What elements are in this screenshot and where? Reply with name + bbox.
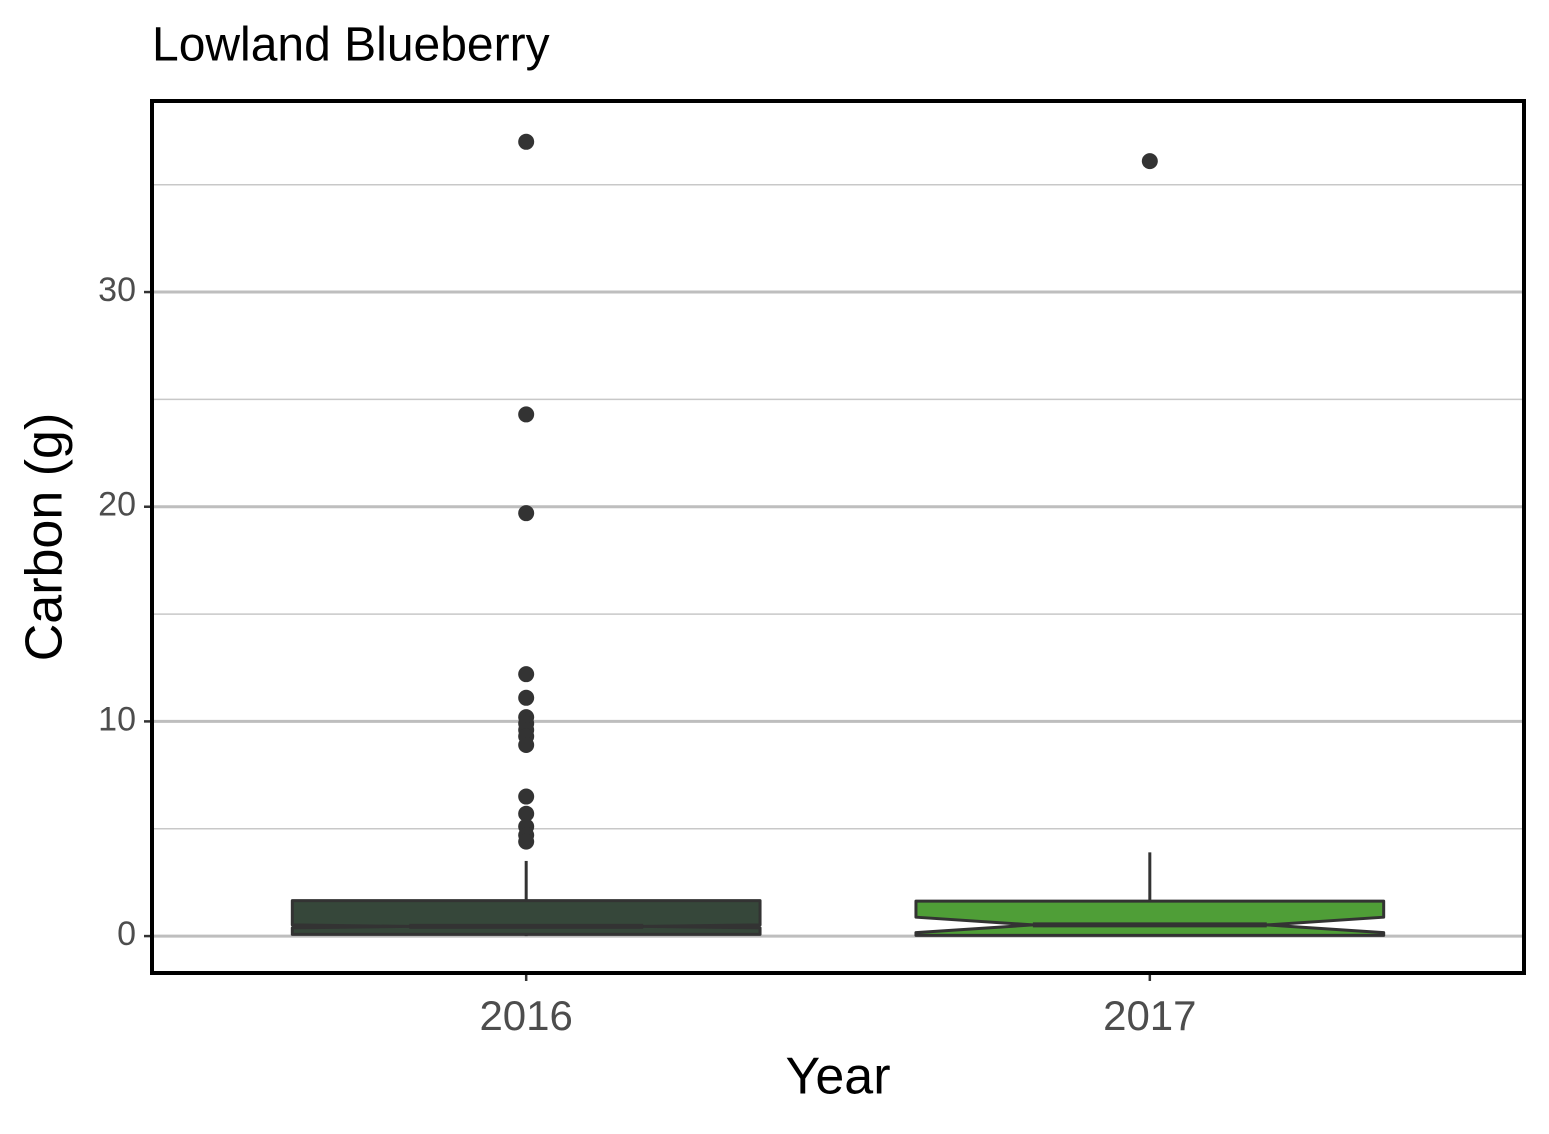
box (290, 899, 762, 936)
y-axis-title: Carbon (g) (16, 413, 74, 662)
y-tick-label: 30 (98, 271, 136, 309)
outlier (518, 666, 535, 683)
outlier (518, 133, 535, 150)
outlier (518, 689, 535, 706)
chart-title: Lowland Blueberry (152, 19, 550, 72)
panel-border (150, 99, 1526, 975)
outlier (518, 805, 535, 822)
y-tick-label: 0 (117, 915, 136, 953)
outlier (518, 737, 535, 754)
box (914, 899, 1386, 937)
outlier (518, 788, 535, 805)
y-tick-label: 20 (98, 486, 136, 524)
x-tick-label: 2017 (1103, 992, 1196, 1039)
outlier (518, 833, 535, 850)
y-tick-label: 10 (98, 700, 136, 738)
x-tick-label: 2016 (479, 992, 572, 1039)
x-axis-title: Year (785, 1048, 890, 1106)
outlier (518, 406, 535, 423)
outlier (1141, 153, 1158, 170)
outlier (518, 505, 535, 522)
